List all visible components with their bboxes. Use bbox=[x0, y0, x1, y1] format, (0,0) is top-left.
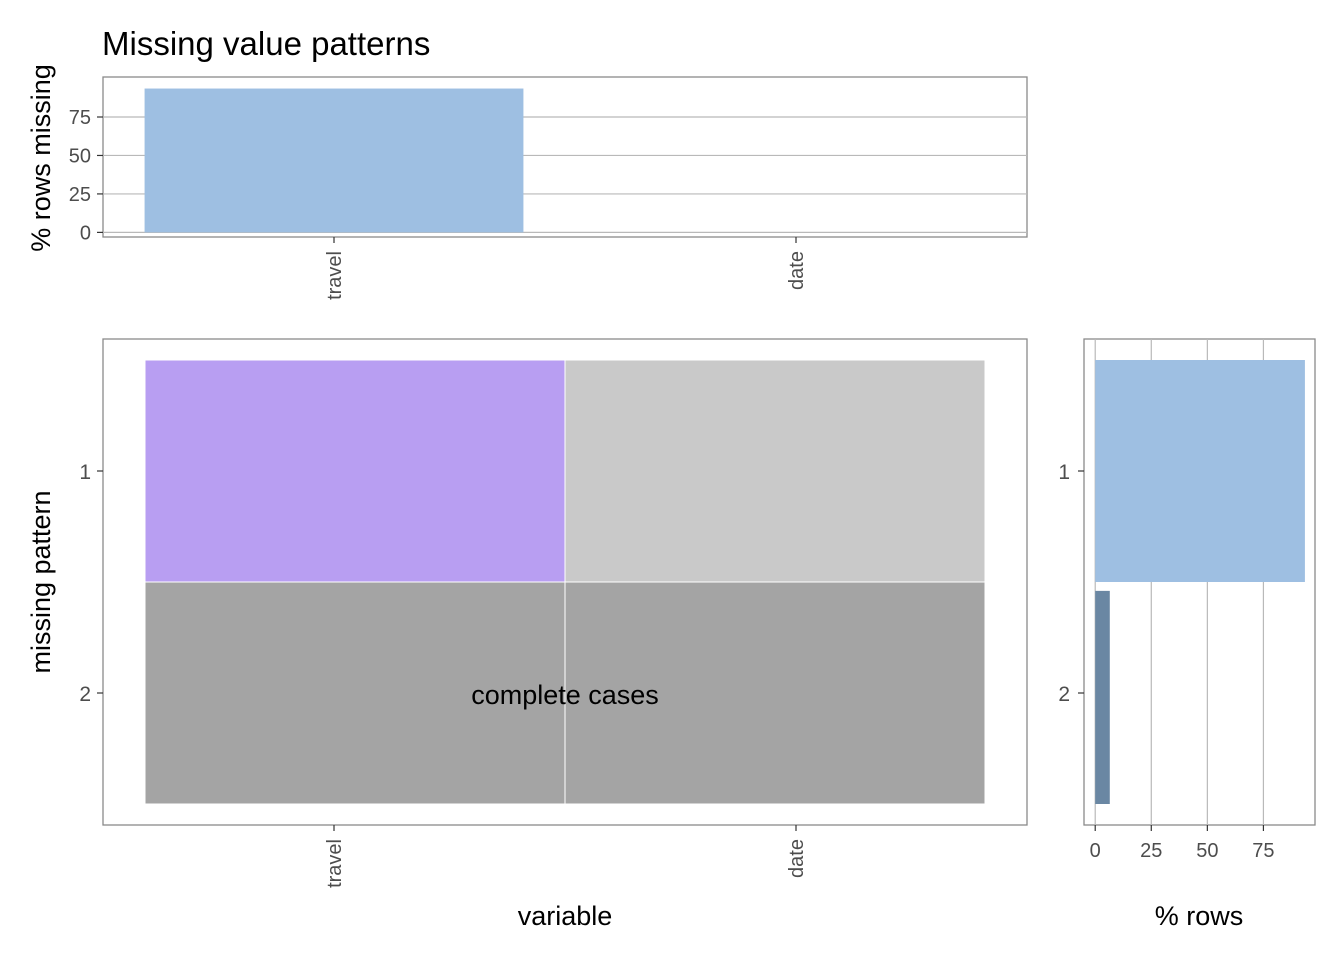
right-x-tick-label: 0 bbox=[1090, 840, 1101, 862]
main-x-axis-label: variable bbox=[518, 901, 613, 931]
chart-title: Missing value patterns bbox=[102, 25, 430, 62]
top-bar-travel bbox=[144, 88, 524, 233]
right-bars bbox=[1095, 360, 1305, 804]
main-panel: complete cases 12 travel date missing pat… bbox=[26, 338, 1028, 931]
complete-cases-annotation: complete cases bbox=[471, 680, 659, 710]
top-x-tick-label: date bbox=[786, 251, 808, 290]
top-bars bbox=[144, 88, 524, 233]
right-y-tick-label: 2 bbox=[1058, 683, 1070, 706]
top-x-ticks: travel date bbox=[324, 237, 808, 300]
pattern-cell-missing bbox=[144, 359, 566, 583]
right-panel-border bbox=[1083, 338, 1316, 826]
pattern-cell-present bbox=[564, 359, 986, 583]
main-panel-border bbox=[102, 338, 1028, 826]
right-panel: 12 0 25 50 75 % rows bbox=[1058, 338, 1316, 931]
top-x-tick-label: travel bbox=[324, 251, 346, 300]
right-bar-pattern-1 bbox=[1095, 360, 1305, 582]
right-x-tick-label: 50 bbox=[1196, 840, 1218, 862]
main-x-tick-label: date bbox=[786, 839, 808, 878]
top-y-tick-label: 50 bbox=[69, 145, 91, 167]
top-panel: 0 25 50 75 travel date % rows missing bbox=[26, 64, 1028, 300]
main-y-ticks: 12 bbox=[79, 461, 103, 706]
right-bar-pattern-2 bbox=[1095, 590, 1110, 804]
top-y-tick-label: 0 bbox=[80, 222, 91, 244]
top-y-ticks: 0 25 50 75 bbox=[69, 107, 103, 244]
right-y-tick-label: 1 bbox=[1058, 461, 1070, 484]
main-y-axis-label: missing pattern bbox=[26, 490, 56, 673]
top-panel-border bbox=[102, 76, 1028, 238]
top-y-tick-label: 25 bbox=[69, 184, 91, 206]
pattern-cell-complete bbox=[564, 581, 986, 805]
right-x-ticks: 0 25 50 75 bbox=[1090, 825, 1275, 862]
main-y-tick-label: 2 bbox=[79, 683, 91, 706]
right-y-ticks: 12 bbox=[1058, 461, 1084, 706]
top-y-axis-label: % rows missing bbox=[26, 64, 56, 252]
pattern-heatmap bbox=[144, 359, 986, 805]
main-y-tick-label: 1 bbox=[79, 461, 91, 484]
right-x-tick-label: 25 bbox=[1140, 840, 1162, 862]
pattern-cell-complete bbox=[144, 581, 566, 805]
right-x-axis-label: % rows bbox=[1155, 901, 1244, 931]
main-x-tick-label: travel bbox=[324, 839, 346, 888]
main-x-ticks: travel date bbox=[324, 825, 808, 888]
right-x-tick-label: 75 bbox=[1252, 840, 1274, 862]
top-y-tick-label: 75 bbox=[69, 107, 91, 129]
